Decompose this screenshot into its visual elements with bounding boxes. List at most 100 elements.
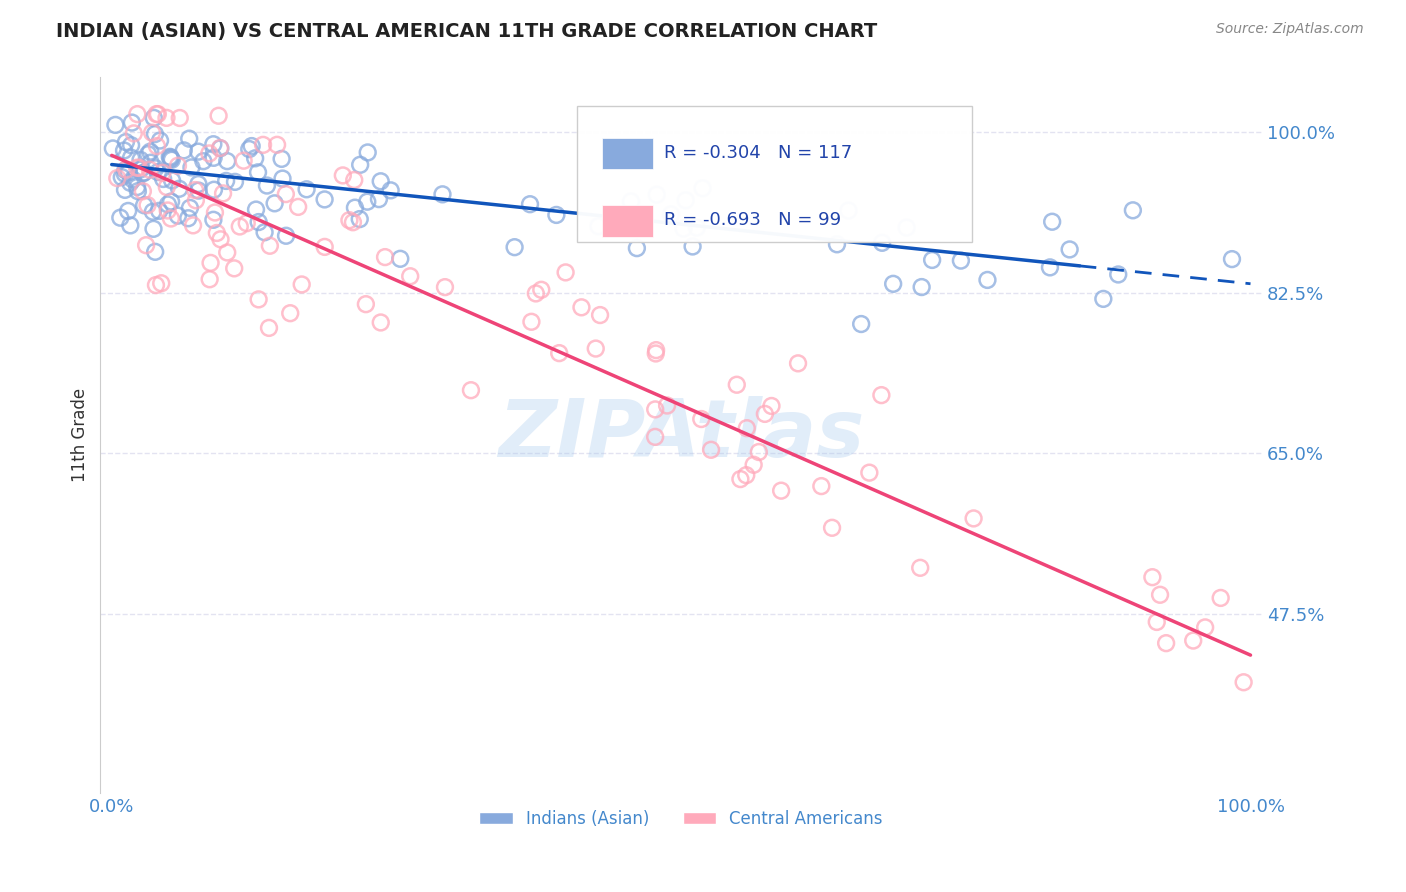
Point bbox=[120, 138, 142, 153]
Point bbox=[224, 261, 246, 276]
Point bbox=[136, 198, 159, 212]
Point bbox=[519, 197, 541, 211]
Point bbox=[735, 468, 758, 483]
Point bbox=[146, 107, 169, 121]
Point bbox=[229, 219, 252, 234]
Point bbox=[1154, 636, 1177, 650]
Point bbox=[748, 445, 770, 459]
Point bbox=[1092, 292, 1115, 306]
Point bbox=[128, 161, 150, 175]
Point bbox=[870, 235, 893, 250]
Point bbox=[256, 178, 278, 193]
Point bbox=[215, 174, 238, 188]
Point bbox=[121, 172, 143, 186]
Point bbox=[127, 180, 149, 194]
Point bbox=[962, 511, 984, 525]
Point bbox=[117, 203, 139, 218]
Point bbox=[184, 183, 207, 197]
Point bbox=[690, 412, 713, 426]
Point bbox=[156, 203, 179, 218]
Point bbox=[349, 212, 371, 227]
Point bbox=[101, 141, 124, 155]
Point bbox=[149, 134, 172, 148]
Point bbox=[132, 184, 155, 198]
Point bbox=[120, 151, 142, 165]
Point bbox=[141, 126, 163, 140]
Point bbox=[139, 155, 162, 169]
Point bbox=[232, 153, 254, 168]
Point bbox=[911, 280, 934, 294]
Point bbox=[202, 137, 225, 152]
Point bbox=[870, 388, 893, 402]
Point bbox=[882, 277, 904, 291]
Point bbox=[644, 346, 666, 360]
Point bbox=[1059, 243, 1081, 257]
Point bbox=[114, 163, 136, 178]
Point bbox=[700, 442, 723, 457]
Point bbox=[114, 167, 136, 181]
Point bbox=[110, 211, 132, 225]
Point bbox=[1040, 215, 1063, 229]
Point bbox=[735, 421, 758, 435]
Point bbox=[546, 208, 568, 222]
Point bbox=[1039, 260, 1062, 275]
Point bbox=[139, 162, 162, 177]
Point bbox=[370, 316, 392, 330]
Point bbox=[976, 273, 998, 287]
Point bbox=[198, 146, 221, 161]
Point bbox=[198, 272, 221, 286]
Point bbox=[120, 219, 142, 233]
Point bbox=[184, 194, 207, 208]
Point bbox=[655, 399, 678, 413]
Point bbox=[949, 253, 972, 268]
Point bbox=[314, 240, 336, 254]
Point bbox=[160, 194, 183, 209]
Point bbox=[588, 219, 610, 234]
Point bbox=[659, 207, 682, 221]
Point bbox=[204, 205, 226, 219]
Point bbox=[259, 239, 281, 253]
Point bbox=[1107, 268, 1129, 282]
Point bbox=[761, 399, 783, 413]
Point bbox=[152, 172, 174, 186]
Point bbox=[127, 107, 149, 121]
Point bbox=[160, 173, 183, 187]
Y-axis label: 11th Grade: 11th Grade bbox=[72, 388, 89, 482]
Point bbox=[104, 118, 127, 132]
Point bbox=[105, 171, 128, 186]
Point bbox=[207, 109, 229, 123]
Point bbox=[209, 141, 232, 155]
Point bbox=[356, 194, 378, 209]
Point bbox=[370, 174, 392, 188]
Point bbox=[263, 196, 285, 211]
Point bbox=[180, 161, 202, 175]
Point bbox=[146, 139, 169, 153]
Point bbox=[389, 252, 412, 266]
Point bbox=[725, 377, 748, 392]
Point bbox=[339, 213, 361, 227]
Point bbox=[179, 131, 201, 145]
Point bbox=[770, 483, 793, 498]
Point bbox=[645, 187, 668, 202]
Point bbox=[115, 135, 138, 149]
Point bbox=[825, 237, 848, 252]
Point bbox=[252, 137, 274, 152]
Point bbox=[787, 356, 810, 370]
Point bbox=[145, 161, 167, 176]
Point bbox=[460, 383, 482, 397]
Point bbox=[224, 175, 246, 189]
Point bbox=[143, 127, 166, 141]
Point bbox=[908, 561, 931, 575]
Point bbox=[114, 183, 136, 197]
Point bbox=[432, 187, 454, 202]
Point bbox=[146, 165, 169, 179]
Point bbox=[208, 141, 231, 155]
Point bbox=[675, 194, 697, 208]
Point bbox=[245, 202, 267, 217]
Point bbox=[155, 111, 177, 125]
Point bbox=[160, 211, 183, 226]
Point bbox=[187, 145, 209, 159]
Point bbox=[754, 407, 776, 421]
Point bbox=[520, 315, 543, 329]
Point bbox=[205, 226, 228, 240]
